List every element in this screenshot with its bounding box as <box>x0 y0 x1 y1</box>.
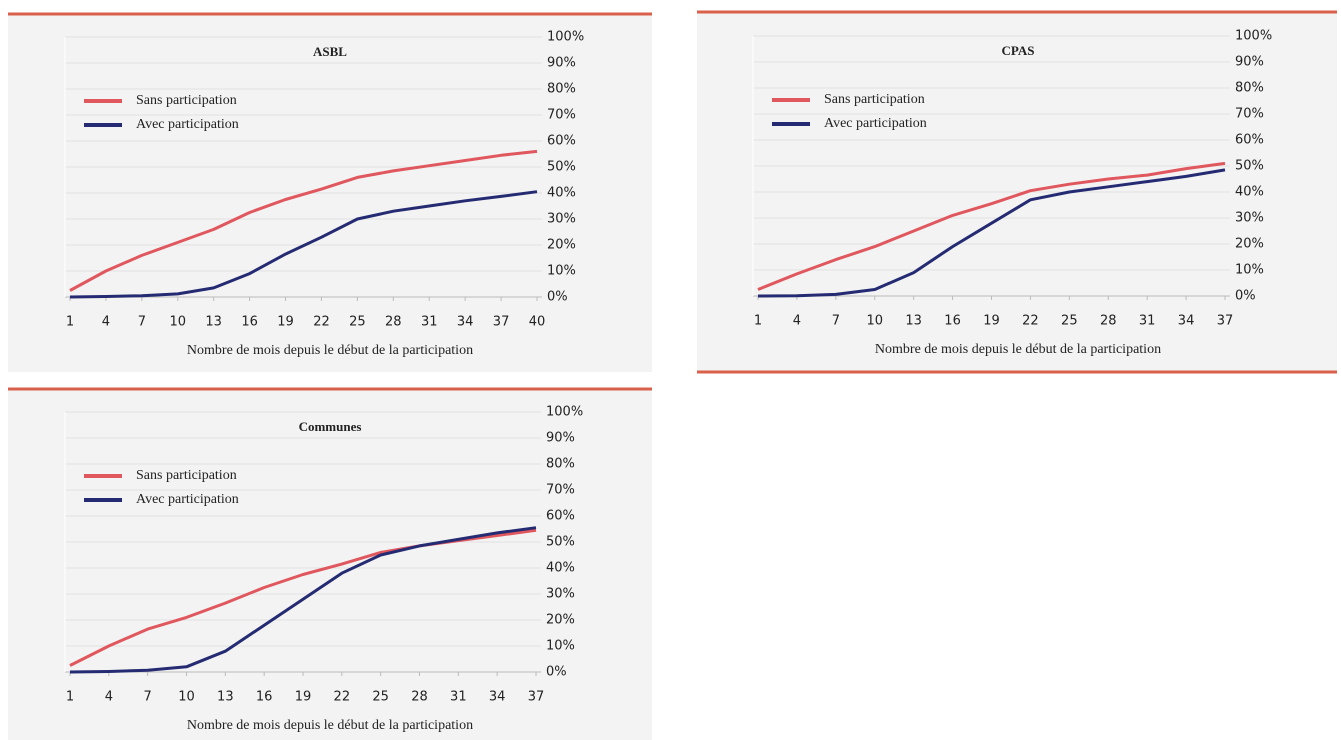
x-tick-label: 13 <box>217 690 234 705</box>
chart-title: CPAS <box>1002 43 1035 58</box>
y-tick-label: 100% <box>546 405 583 420</box>
y-tick-label: 90% <box>1235 55 1264 70</box>
x-tick-label: 28 <box>411 690 428 705</box>
chart-title: Communes <box>299 419 362 434</box>
y-tick-label: 70% <box>546 483 575 498</box>
x-axis-label: Nombre de mois depuis le début de la par… <box>875 342 1161 357</box>
y-tick-label: 50% <box>1235 159 1264 174</box>
series-line <box>69 526 537 674</box>
y-tick-label: 90% <box>547 56 576 71</box>
series-line <box>69 190 538 299</box>
x-tick-label: 10 <box>178 690 195 705</box>
x-tick-label: 16 <box>256 690 273 705</box>
y-tick-label: 40% <box>547 186 576 201</box>
x-tick-label: 31 <box>1139 314 1156 329</box>
x-tick-label: 25 <box>349 315 366 330</box>
x-tick-label: 22 <box>334 690 351 705</box>
x-tick-label: 19 <box>277 315 294 330</box>
x-axis-label: Nombre de mois depuis le début de la par… <box>187 343 473 358</box>
x-tick-label: 40 <box>529 315 546 330</box>
y-tick-label: 10% <box>546 639 575 654</box>
legend-label: Avec participation <box>824 116 927 131</box>
x-tick-label: 19 <box>983 314 1000 329</box>
series-line <box>69 149 538 292</box>
y-tick-label: 20% <box>1235 237 1264 252</box>
x-tick-label: 10 <box>169 315 186 330</box>
y-tick-label: 100% <box>1235 29 1272 44</box>
y-tick-label: 10% <box>1235 263 1264 278</box>
y-tick-label: 0% <box>547 290 568 305</box>
x-tick-label: 37 <box>1217 314 1234 329</box>
x-tick-label: 19 <box>295 690 312 705</box>
y-tick-label: 60% <box>1235 133 1264 148</box>
x-tick-label: 13 <box>905 314 922 329</box>
x-tick-label: 34 <box>489 690 506 705</box>
x-tick-label: 7 <box>138 315 146 330</box>
y-tick-label: 30% <box>546 587 575 602</box>
y-tick-label: 40% <box>546 561 575 576</box>
x-tick-label: 13 <box>205 315 222 330</box>
panel-bg <box>8 389 652 740</box>
series-line <box>757 168 1226 298</box>
y-tick-label: 30% <box>1235 211 1264 226</box>
x-tick-label: 31 <box>450 690 467 705</box>
x-tick-label: 1 <box>66 315 74 330</box>
y-tick-label: 70% <box>547 108 576 123</box>
y-tick-label: 60% <box>547 134 576 149</box>
x-tick-label: 1 <box>66 690 74 705</box>
y-tick-label: 0% <box>1235 289 1256 304</box>
y-tick-label: 50% <box>546 535 575 550</box>
x-tick-label: 25 <box>372 690 389 705</box>
x-tick-label: 7 <box>832 314 840 329</box>
y-tick-label: 80% <box>546 457 575 472</box>
y-tick-label: 10% <box>547 264 576 279</box>
x-tick-label: 28 <box>1100 314 1117 329</box>
x-tick-label: 16 <box>944 314 961 329</box>
x-tick-label: 37 <box>528 690 545 705</box>
x-tick-label: 4 <box>793 314 801 329</box>
x-tick-label: 4 <box>105 690 113 705</box>
y-tick-label: 20% <box>547 238 576 253</box>
x-tick-label: 1 <box>754 314 762 329</box>
legend-label: Avec participation <box>136 492 239 507</box>
x-tick-label: 7 <box>144 690 152 705</box>
x-tick-label: 10 <box>866 314 883 329</box>
legend-label: Sans participation <box>136 468 237 483</box>
y-tick-label: 100% <box>547 30 584 45</box>
x-tick-label: 37 <box>493 315 510 330</box>
x-tick-label: 31 <box>421 315 438 330</box>
y-tick-label: 60% <box>546 509 575 524</box>
x-tick-label: 34 <box>1178 314 1195 329</box>
y-tick-label: 30% <box>547 212 576 227</box>
y-tick-label: 50% <box>547 160 576 175</box>
y-tick-label: 20% <box>546 613 575 628</box>
y-tick-label: 90% <box>546 431 575 446</box>
x-tick-label: 22 <box>1022 314 1039 329</box>
y-tick-label: 70% <box>1235 107 1264 122</box>
y-tick-label: 40% <box>1235 185 1264 200</box>
series-line <box>757 161 1226 291</box>
chart-title: ASBL <box>313 44 347 59</box>
x-tick-label: 22 <box>313 315 330 330</box>
x-tick-label: 4 <box>102 315 110 330</box>
x-tick-label: 25 <box>1061 314 1078 329</box>
y-tick-label: 0% <box>546 665 567 680</box>
x-tick-label: 16 <box>241 315 258 330</box>
x-tick-label: 34 <box>457 315 474 330</box>
legend-label: Avec participation <box>136 117 239 132</box>
x-axis-label: Nombre de mois depuis le début de la par… <box>187 718 473 733</box>
x-tick-label: 28 <box>385 315 402 330</box>
legend-label: Sans participation <box>824 92 925 107</box>
y-tick-label: 80% <box>547 82 576 97</box>
y-tick-label: 80% <box>1235 81 1264 96</box>
legend-label: Sans participation <box>136 93 237 108</box>
